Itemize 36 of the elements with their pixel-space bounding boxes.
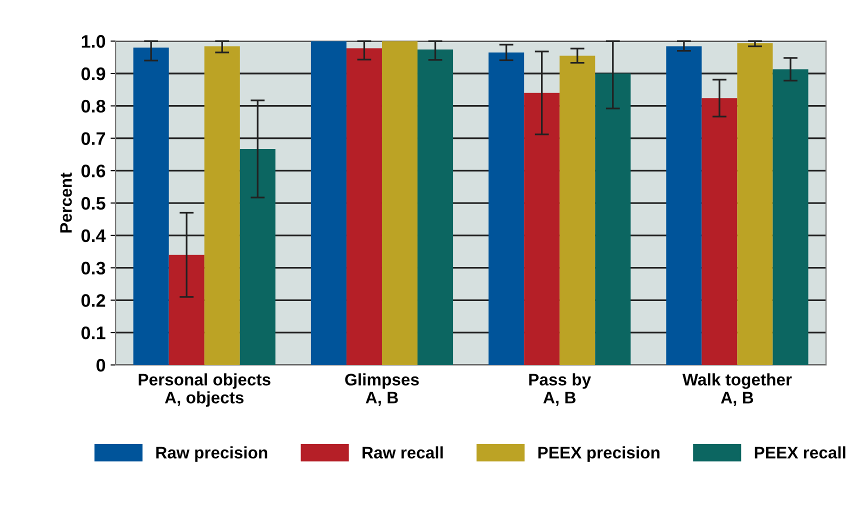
legend-label: Raw recall	[362, 446, 443, 459]
x-tick-label: Pass by A, B	[529, 373, 592, 406]
bar	[204, 46, 240, 365]
y-tick-label: 0.2	[81, 294, 106, 307]
bar	[168, 254, 204, 365]
y-tick-label: 0.6	[81, 164, 106, 178]
bar	[488, 52, 524, 365]
y-tick-label: 0.5	[81, 196, 106, 210]
bar	[702, 98, 738, 365]
bar	[666, 46, 702, 365]
legend-label: PEEX precision	[538, 446, 660, 462]
y-tick-label: 1.0	[82, 35, 106, 48]
y-axis-title: Percent	[60, 172, 72, 232]
bar	[310, 41, 346, 365]
x-tick-label: Personal objects A, objects	[138, 373, 270, 407]
y-tick-label: 0.9	[81, 67, 106, 80]
bar	[737, 43, 773, 365]
y-tick-label: 0.8	[81, 100, 106, 113]
y-tick-label: 0	[96, 358, 106, 372]
y-tick-label: 0.3	[81, 262, 106, 275]
y-tick-label: 0.7	[81, 132, 106, 145]
bar	[240, 148, 276, 365]
legend-label: Raw precision	[156, 446, 268, 462]
y-tick-label: 0.4	[81, 229, 106, 242]
bar	[524, 92, 560, 365]
x-tick-label: Glimpses A, B	[345, 373, 419, 406]
bar	[418, 50, 454, 365]
bar	[560, 56, 596, 365]
y-tick-label: 0.1	[81, 326, 106, 340]
legend-label: PEEX recall	[754, 446, 846, 459]
bar	[772, 69, 808, 365]
bar	[133, 48, 169, 365]
x-tick-label: Walk together A, B	[682, 373, 792, 406]
bar	[382, 41, 418, 365]
bar	[346, 48, 382, 365]
bar	[595, 74, 631, 365]
